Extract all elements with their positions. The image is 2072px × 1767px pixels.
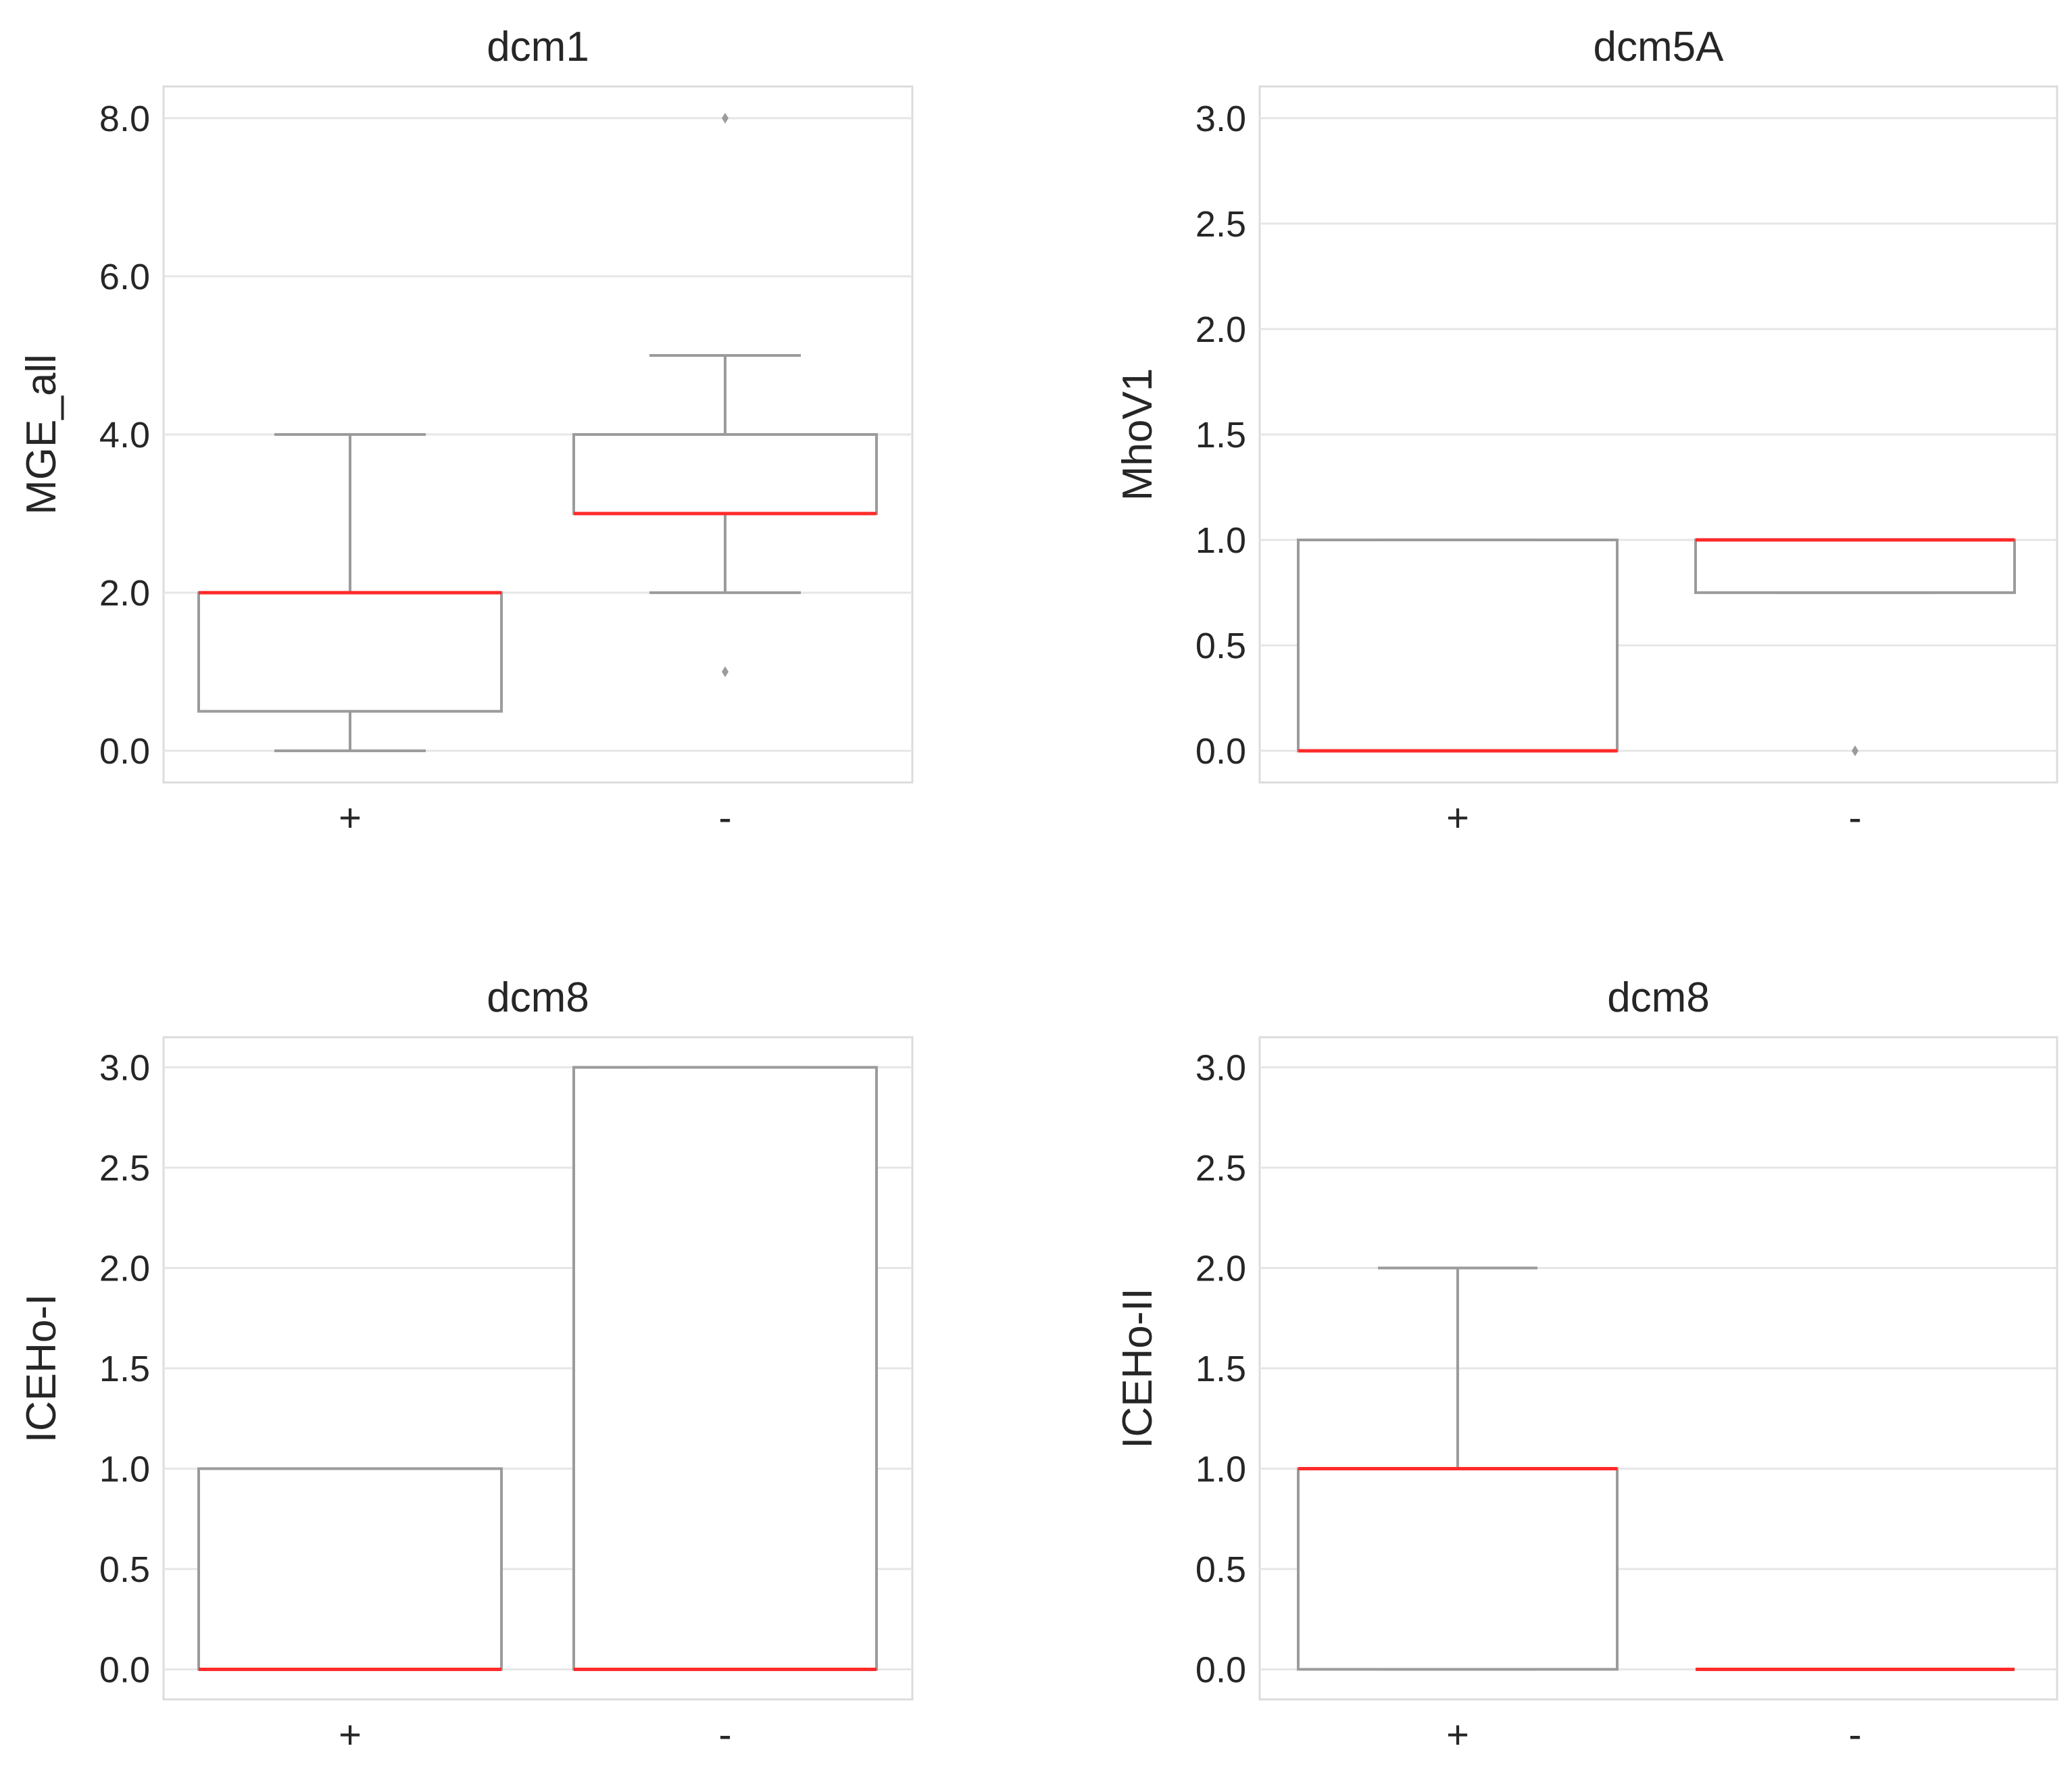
chart-title: dcm8 (487, 974, 589, 1021)
y-tick-label: 4.0 (99, 415, 150, 455)
box-minus (572, 1066, 878, 1671)
y-tick-label: 0.0 (99, 731, 150, 772)
y-axis-label: ICEHo-II (1114, 1288, 1161, 1449)
outlier-point (722, 112, 729, 124)
y-tick-label: 1.0 (1195, 520, 1246, 561)
y-tick-label: 0.5 (1195, 1549, 1246, 1590)
y-tick-label: 2.0 (1195, 1249, 1246, 1289)
box-minus (572, 112, 878, 678)
y-tick-label: 6.0 (99, 257, 150, 297)
y-tick-label: 2.0 (99, 1249, 150, 1289)
chart-panel-1: 0.0 2.0 4.0 6.0 8.0 dcm1 MGE_all + - (18, 24, 914, 840)
x-tick-label: - (1848, 796, 1861, 840)
box-iqr (572, 1066, 878, 1671)
y-tick-label: 1.5 (1195, 1349, 1246, 1389)
y-tick-label: 1.0 (1195, 1449, 1246, 1489)
box-minus (1694, 538, 2016, 757)
outlier-point (1852, 745, 1858, 757)
y-axis-label: MGE_all (18, 354, 65, 515)
x-tick-label: + (1446, 1713, 1469, 1757)
y-tick-label: 2.5 (1195, 1148, 1246, 1189)
y-tick-label: 0.5 (99, 1549, 150, 1590)
y-tick-label: 0.5 (1195, 626, 1246, 666)
y-axis-label: ICEHo-I (18, 1294, 65, 1443)
y-tick-label: 0.0 (99, 1649, 150, 1690)
box-plus (1297, 539, 1619, 753)
y-tick-label: 1.5 (99, 1349, 150, 1389)
box-iqr (572, 433, 878, 516)
outlier-point (722, 666, 729, 678)
y-tick-label: 1.0 (99, 1449, 150, 1489)
x-tick-label: + (1446, 796, 1469, 840)
y-tick-label: 2.0 (1195, 309, 1246, 350)
y-axis-label: MhoV1 (1114, 368, 1161, 501)
chart-panel-2: 0.0 0.5 1.0 1.5 2.0 2.5 3.0 dcm5A MhoV1 + - (1114, 24, 2058, 840)
chart-title: dcm1 (487, 24, 589, 70)
y-tick-label: 2.0 (99, 573, 150, 614)
x-tick-label: + (339, 796, 362, 840)
chart-panel-4: 0.0 0.5 1.0 1.5 2.0 2.5 3.0 dcm8 ICEHo-II + - (1114, 974, 2058, 1757)
box-plus (197, 433, 503, 753)
box-iqr (1297, 1467, 1619, 1671)
box-iqr (197, 1467, 503, 1671)
y-tick-label: 2.5 (1195, 204, 1246, 245)
x-tick-label: - (718, 796, 731, 840)
box-iqr (1694, 539, 2016, 595)
box-plus (197, 1467, 503, 1671)
x-tick-label: - (1848, 1713, 1861, 1757)
y-tick-label: 3.0 (1195, 1048, 1246, 1089)
chart-title: dcm8 (1607, 974, 1710, 1021)
y-tick-label: 8.0 (99, 99, 150, 139)
y-tick-label: 2.5 (99, 1148, 150, 1189)
chart-panel-3: 0.0 0.5 1.0 1.5 2.0 2.5 3.0 dcm8 ICEHo-I + - (18, 974, 914, 1757)
y-tick-label: 3.0 (1195, 99, 1246, 139)
x-tick-label: - (718, 1713, 731, 1757)
x-tick-label: + (339, 1713, 362, 1757)
y-tick-label: 3.0 (99, 1048, 150, 1089)
box-iqr (197, 591, 503, 713)
y-tick-label: 1.5 (1195, 415, 1246, 455)
box-iqr (1297, 539, 1619, 753)
y-tick-label: 0.0 (1195, 1649, 1246, 1690)
y-tick-label: 0.0 (1195, 731, 1246, 772)
chart-title: dcm5A (1594, 24, 1725, 70)
box-plus (1297, 1266, 1619, 1671)
